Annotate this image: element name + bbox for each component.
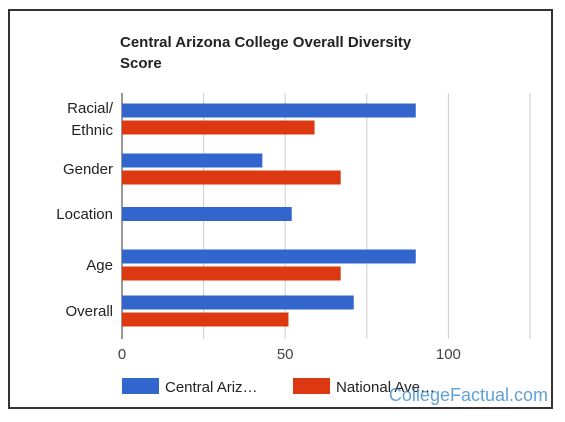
category-label: Racial/ — [67, 100, 114, 117]
legend-label: National Ave… — [336, 379, 435, 396]
x-tick-label: 100 — [436, 346, 461, 363]
legend-swatch — [293, 378, 330, 394]
bar-national-average — [122, 312, 289, 327]
bar-national-average — [122, 170, 341, 185]
x-tick-label: 0 — [118, 346, 126, 363]
chart-title-line: Score — [120, 55, 162, 72]
bar-central-arizona — [122, 153, 263, 168]
x-tick-label: 50 — [277, 346, 294, 363]
bar-central-arizona — [122, 207, 292, 221]
bar-national-average — [122, 120, 315, 135]
category-label: Location — [56, 206, 113, 223]
bar-central-arizona — [122, 295, 354, 310]
bar-central-arizona — [122, 249, 416, 264]
watermark-text: CollegeFactual.com — [389, 385, 548, 405]
chart-svg: Central Arizona College Overall Diversit… — [56, 34, 548, 405]
category-label: Gender — [63, 161, 113, 178]
bar-central-arizona — [122, 103, 416, 118]
category-label: Ethnic — [71, 122, 113, 139]
chart-title-line: Central Arizona College Overall Diversit… — [120, 34, 412, 51]
bar-national-average — [122, 266, 341, 281]
chart-frame: Central Arizona College Overall Diversit… — [8, 9, 553, 409]
legend-swatch — [122, 378, 159, 394]
legend-label: Central Ariz… — [165, 379, 258, 396]
category-label: Age — [86, 257, 113, 274]
category-label: Overall — [65, 303, 113, 320]
